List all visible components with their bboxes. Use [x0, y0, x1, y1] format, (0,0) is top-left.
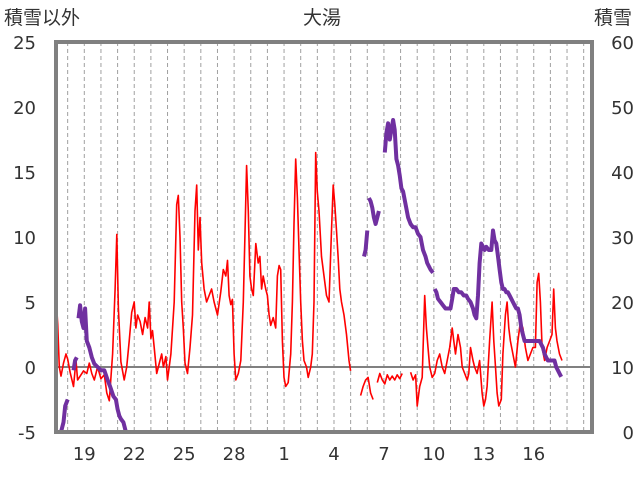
left-tick-label: 15: [13, 163, 36, 184]
left-tick-label: -5: [18, 423, 36, 444]
series-layer: [55, 118, 563, 434]
snow-series-line: [71, 356, 79, 371]
x-tick-label: 10: [422, 444, 445, 465]
right-tick-label: 40: [611, 163, 634, 184]
vertical-gridlines: [67, 42, 585, 432]
left-axis-title: 積雪以外: [4, 7, 80, 29]
x-tick-label: 16: [522, 444, 545, 465]
right-tick-label: 60: [611, 33, 634, 54]
x-tick-label: 25: [173, 444, 196, 465]
right-axis-title: 積雪: [594, 7, 632, 29]
right-tick-label: 0: [623, 423, 634, 444]
x-tick-label: 7: [378, 444, 389, 465]
x-tick-label: 4: [328, 444, 339, 465]
left-tick-label: 20: [13, 98, 36, 119]
right-tick-label: 50: [611, 98, 634, 119]
snow-series-line: [362, 230, 370, 257]
x-tick-label: 22: [123, 444, 146, 465]
snow-series-line: [367, 197, 381, 226]
left-axis-tick-labels: -5 0 5 10 15 20 25: [13, 33, 36, 444]
temperature-series-line: [409, 272, 563, 407]
plot-frame: [54, 40, 594, 434]
left-tick-label: 5: [25, 293, 36, 314]
x-tick-label: 28: [223, 444, 246, 465]
right-tick-label: 30: [611, 228, 634, 249]
left-tick-label: 25: [13, 33, 36, 54]
right-tick-label: 10: [611, 358, 634, 379]
x-tick-label: 19: [73, 444, 96, 465]
x-axis-tick-labels: 19 22 25 28 1 4 7 10 13 16: [73, 444, 545, 465]
x-tick-label: 1: [278, 444, 289, 465]
left-tick-label: 0: [25, 358, 36, 379]
temperature-series-line: [55, 151, 352, 402]
temperature-series-line: [359, 376, 374, 400]
snow-series-line: [382, 118, 435, 275]
right-tick-label: 20: [611, 293, 634, 314]
chart-title: 大湯: [303, 7, 341, 29]
right-axis-tick-labels: 0 10 20 30 40 50 60: [611, 33, 634, 444]
temperature-series-line: [376, 372, 403, 385]
left-tick-label: 10: [13, 228, 36, 249]
x-tick-label: 13: [472, 444, 495, 465]
snow-series-line: [432, 228, 563, 378]
